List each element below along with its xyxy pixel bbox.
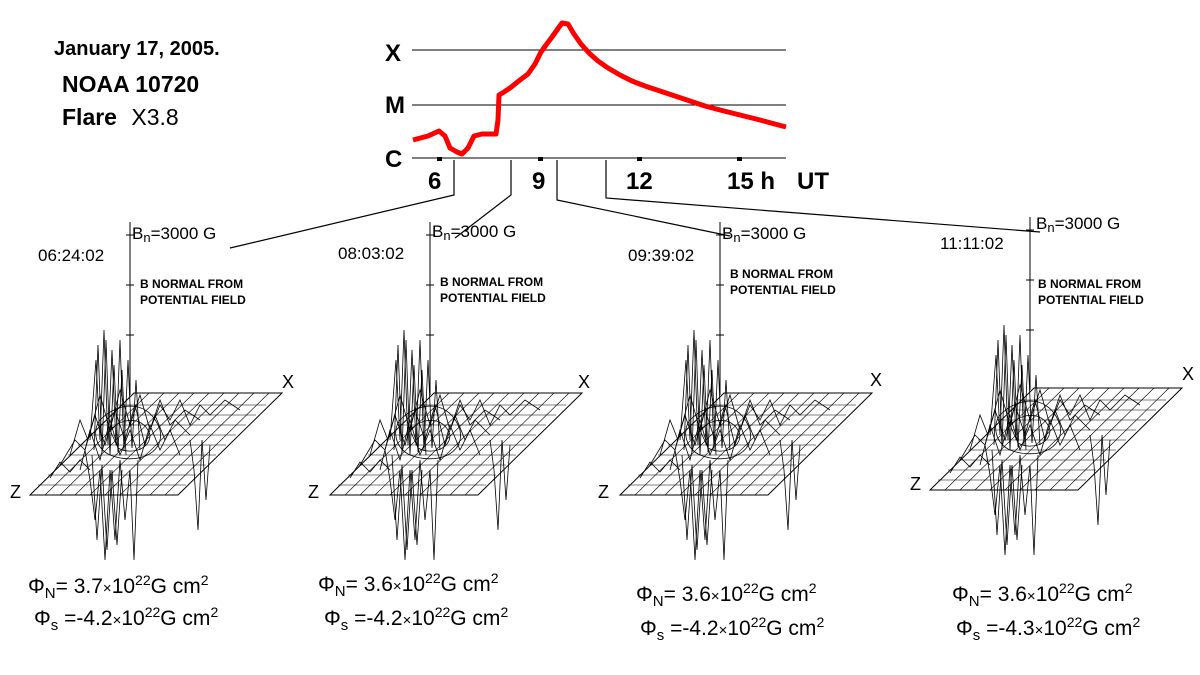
panel-2-phi-n: ΦN= 3.6×1022G cm2 <box>318 570 499 600</box>
panel-4-surface <box>929 216 1183 556</box>
tick-9: 9 <box>532 168 546 195</box>
panel-3-scale: Bn=3000 G <box>722 224 807 245</box>
panel-1-phi-n: ΦN= 3.7×1022G cm2 <box>28 572 209 602</box>
panel-4-time: 11:11:02 <box>940 234 1004 253</box>
panel-3-phi-n: ΦN= 3.6×1022G cm2 <box>636 580 817 610</box>
flare-word: Flare <box>62 104 117 130</box>
panel-3-time: 09:39:02 <box>628 246 695 265</box>
panel-2-scale: Bn=3000 G <box>432 222 517 243</box>
panel-4-phi-s: Φs =-4.3×1022G cm2 <box>956 614 1141 644</box>
panel-4-axis-z: Z <box>910 474 921 494</box>
panel-2-surface <box>329 221 583 561</box>
panel-1-axis-z: Z <box>10 482 21 502</box>
flare-label: Flare X3.8 <box>62 104 179 131</box>
connector-2 <box>454 160 512 239</box>
flare-class: X3.8 <box>131 104 179 130</box>
level-m: M <box>385 92 405 119</box>
time-connectors <box>229 160 1041 249</box>
goes-tick-marks <box>437 157 742 161</box>
panel-3-note: B NORMAL FROM POTENTIAL FIELD <box>730 267 836 297</box>
panel-2-axis-x: X <box>578 372 591 392</box>
panel-1-note: B NORMAL FROM POTENTIAL FIELD <box>140 277 246 307</box>
level-c: C <box>385 146 403 173</box>
connector-4 <box>605 160 1041 233</box>
tick-12: 12 <box>626 168 653 195</box>
connector-1 <box>229 160 455 249</box>
panel-3-axis-x: X <box>870 370 883 390</box>
panel-2-time: 08:03:02 <box>338 244 405 263</box>
panel-1-axis-x: X <box>282 372 295 392</box>
level-x: X <box>385 40 402 67</box>
panel-1-surface <box>29 221 283 561</box>
panel-4-note: B NORMAL FROM POTENTIAL FIELD <box>1038 277 1144 307</box>
panel-1-scale: Bn=3000 G <box>132 224 217 245</box>
tick-6: 6 <box>428 168 442 195</box>
panel-4-phi-n: ΦN= 3.6×1022G cm2 <box>952 580 1133 610</box>
unit-ut: UT <box>797 168 829 195</box>
panel-4-axis-x: X <box>1182 364 1195 384</box>
panel-2-phi-s: Φs =-4.2×1022G cm2 <box>324 604 509 634</box>
panel-3-axis-z: Z <box>598 482 609 502</box>
goes-grid <box>412 49 786 159</box>
panel-4-scale: Bn=3000 G <box>1036 214 1121 235</box>
tick-15: 15 h <box>727 168 776 195</box>
panel-2-axis-z: Z <box>308 482 319 502</box>
region-label: NOAA 10720 <box>62 71 200 97</box>
connector-3 <box>556 160 731 237</box>
panel-2-note: B NORMAL FROM POTENTIAL FIELD <box>440 275 546 305</box>
panel-1-time: 06:24:02 <box>38 246 105 265</box>
goes-flux-curve <box>412 20 787 157</box>
panel-1-phi-s: Φs =-4.2×1022G cm2 <box>34 604 219 634</box>
date-label: January 17, 2005. <box>54 38 220 60</box>
panel-3-phi-s: Φs =-4.2×1022G cm2 <box>640 614 825 644</box>
